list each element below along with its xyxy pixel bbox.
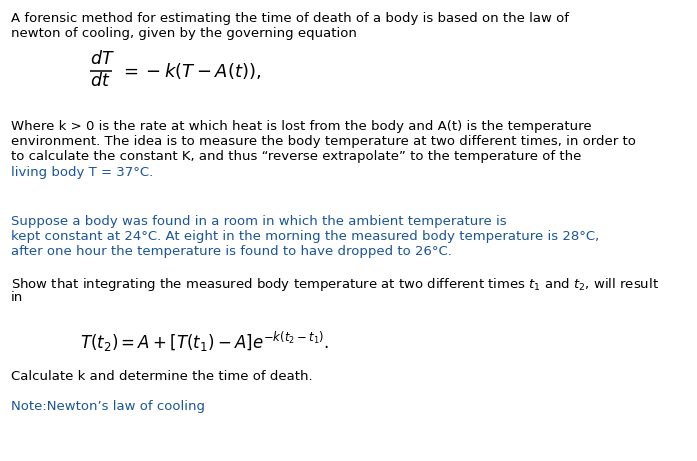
Text: kept constant at 24°C. At eight in the morning the measured body temperature is : kept constant at 24°C. At eight in the m…	[11, 230, 599, 243]
Text: Suppose a body was found in a room in which the ambient temperature is: Suppose a body was found in a room in wh…	[11, 215, 507, 228]
Text: environment. The idea is to measure the body temperature at two different times,: environment. The idea is to measure the …	[11, 135, 636, 148]
Text: A forensic method for estimating the time of death of a body is based on the law: A forensic method for estimating the tim…	[11, 12, 569, 25]
Text: $= -k(T - A(t)),$: $= -k(T - A(t)),$	[120, 61, 261, 81]
Text: Show that integrating the measured body temperature at two different times $t_1$: Show that integrating the measured body …	[11, 276, 659, 293]
Text: in: in	[11, 291, 23, 304]
Text: Note:Newton’s law of cooling: Note:Newton’s law of cooling	[11, 400, 205, 413]
Text: after one hour the temperature is found to have dropped to 26°C.: after one hour the temperature is found …	[11, 245, 452, 259]
Text: to calculate the constant K, and thus “reverse extrapolate” to the temperature o: to calculate the constant K, and thus “r…	[11, 150, 581, 163]
Text: Calculate k and determine the time of death.: Calculate k and determine the time of de…	[11, 370, 313, 383]
Text: $dT$: $dT$	[90, 50, 115, 68]
Text: $dt$: $dt$	[90, 72, 110, 90]
Text: living body T = 37°C.: living body T = 37°C.	[11, 165, 153, 178]
Text: Where k > 0 is the rate at which heat is lost from the body and A(t) is the temp: Where k > 0 is the rate at which heat is…	[11, 120, 592, 133]
Text: $T(t_2) = A + [T(t_1) - A]e^{-k(t_2-t_1)}.$: $T(t_2) = A + [T(t_1) - A]e^{-k(t_2-t_1)…	[80, 330, 329, 354]
Text: newton of cooling, given by the governing equation: newton of cooling, given by the governin…	[11, 27, 357, 40]
